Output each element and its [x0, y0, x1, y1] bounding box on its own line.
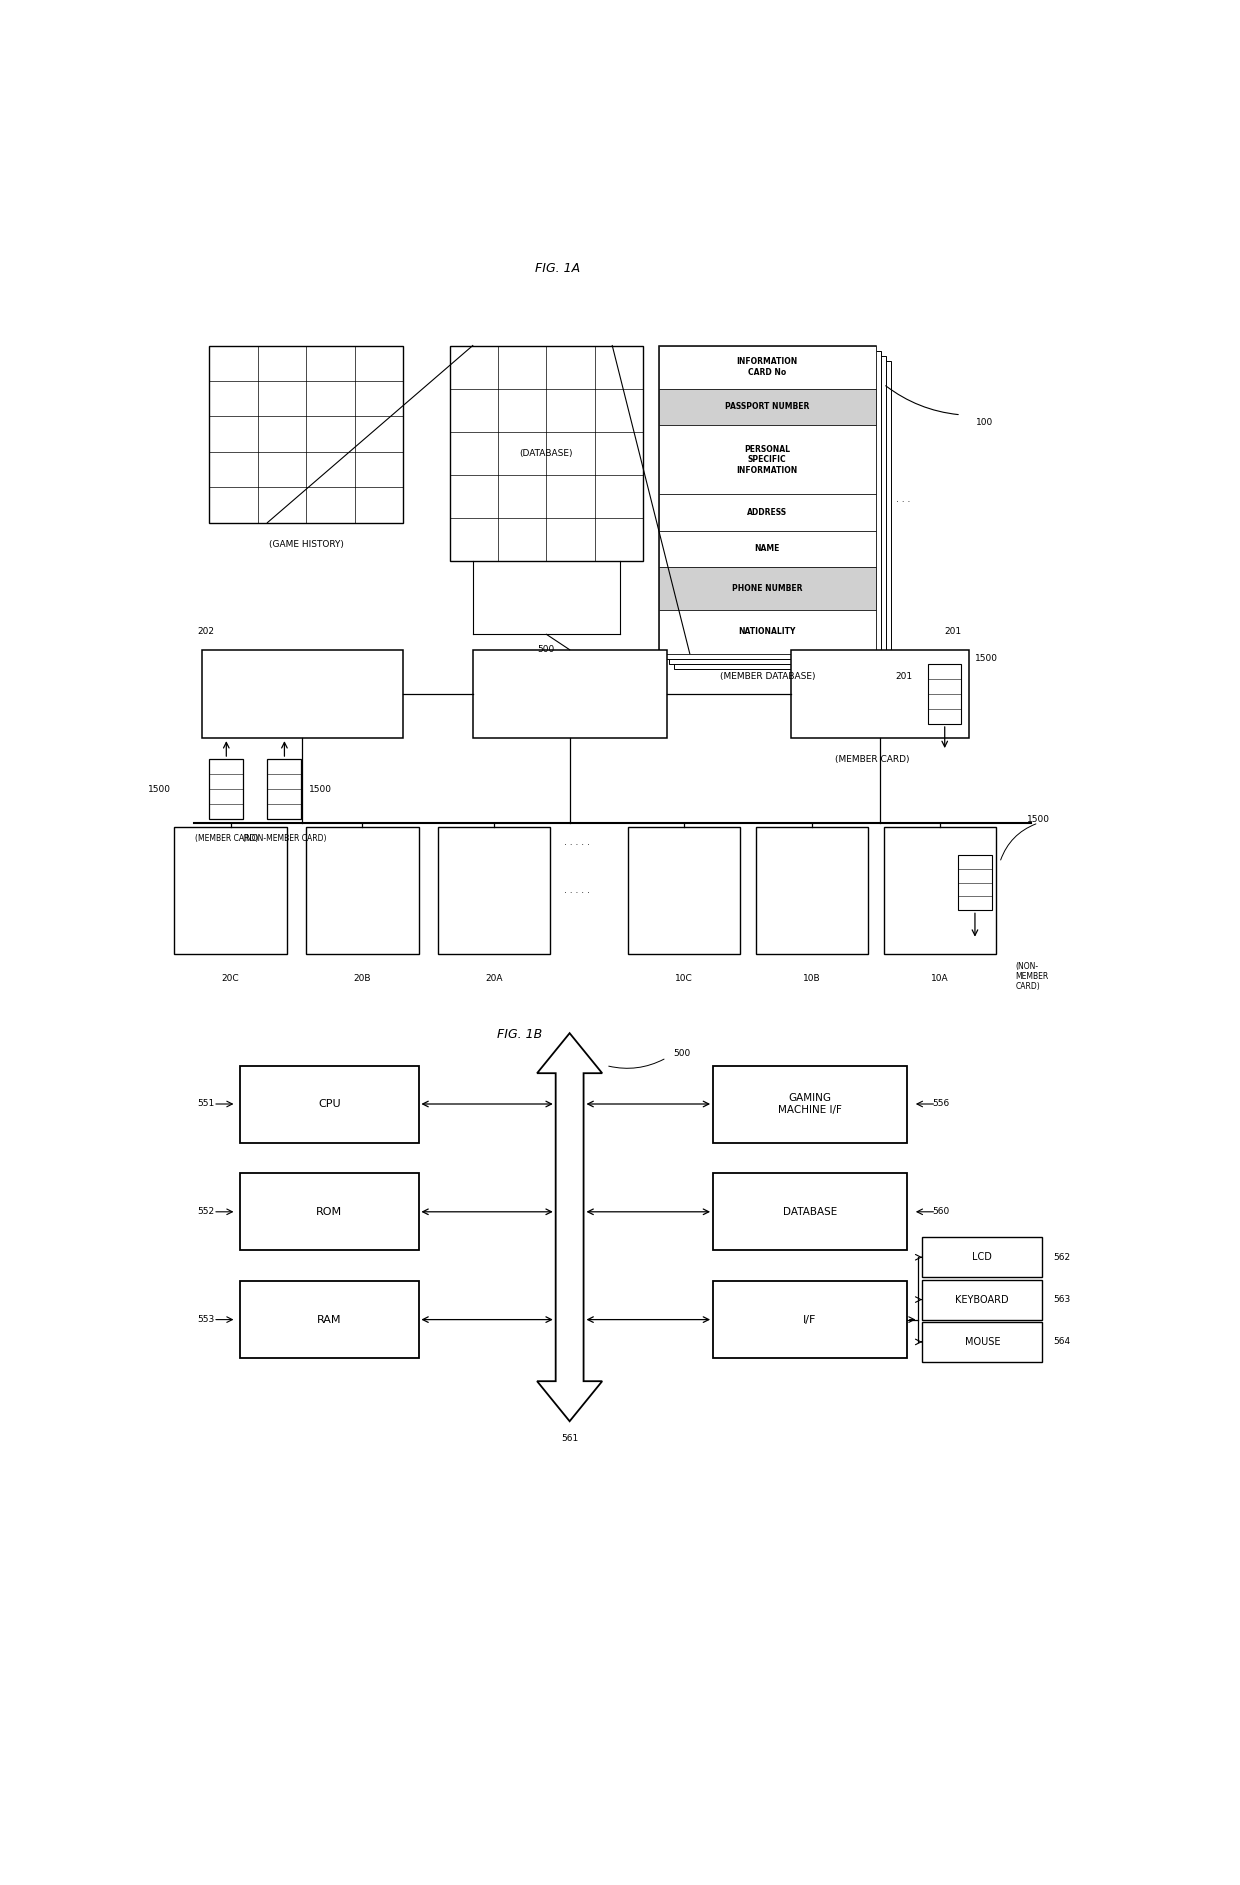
Text: FIG. 1B: FIG. 1B: [497, 1027, 542, 1041]
Bar: [658, 426, 875, 494]
Text: 20C: 20C: [222, 975, 239, 982]
Text: GAMING
MACHINE I/F: GAMING MACHINE I/F: [777, 1093, 842, 1114]
Text: FIG. 1A: FIG. 1A: [536, 262, 580, 275]
Text: 20B: 20B: [353, 975, 371, 982]
Text: 1500: 1500: [1027, 814, 1050, 824]
Text: 556: 556: [932, 1099, 950, 1108]
Text: 551: 551: [197, 1099, 215, 1108]
Bar: [713, 1172, 906, 1250]
Text: . . .: . . .: [895, 496, 910, 503]
Bar: [923, 1237, 1043, 1278]
Text: 562: 562: [1053, 1254, 1070, 1261]
Bar: [957, 856, 992, 910]
Bar: [241, 1172, 419, 1250]
Text: 202: 202: [197, 628, 215, 635]
Text: . . . . .: . . . . .: [564, 837, 590, 846]
Polygon shape: [537, 1033, 603, 1421]
Bar: [658, 532, 875, 567]
Text: 10A: 10A: [931, 975, 949, 982]
Bar: [713, 1065, 906, 1142]
Text: 563: 563: [1053, 1295, 1070, 1304]
Text: RAM: RAM: [317, 1314, 342, 1325]
Bar: [210, 760, 243, 820]
Text: 100: 100: [976, 418, 993, 428]
Text: NAME: NAME: [755, 545, 780, 554]
Text: 1500: 1500: [309, 784, 332, 794]
Text: . . . . .: . . . . .: [564, 886, 590, 895]
Text: (GAME HISTORY): (GAME HISTORY): [269, 539, 343, 549]
Bar: [658, 567, 875, 611]
Bar: [472, 650, 667, 739]
Text: ROM: ROM: [316, 1206, 342, 1218]
Text: MOUSE: MOUSE: [965, 1336, 1001, 1348]
Bar: [627, 828, 740, 954]
Text: PASSPORT NUMBER: PASSPORT NUMBER: [725, 403, 810, 411]
Text: LCD: LCD: [972, 1252, 992, 1263]
Bar: [658, 611, 875, 654]
Text: 10C: 10C: [675, 975, 693, 982]
Text: 10B: 10B: [804, 975, 821, 982]
Bar: [755, 828, 868, 954]
Text: 500: 500: [673, 1050, 691, 1059]
Text: NATIONALITY: NATIONALITY: [739, 628, 796, 637]
Text: 561: 561: [560, 1434, 578, 1442]
Bar: [241, 1065, 419, 1142]
Bar: [658, 345, 875, 388]
Bar: [210, 345, 403, 522]
Text: PERSONAL
SPECIFIC
INFORMATION: PERSONAL SPECIFIC INFORMATION: [737, 445, 797, 475]
Text: 201: 201: [944, 628, 961, 635]
Text: 201: 201: [895, 673, 913, 680]
Text: 552: 552: [197, 1206, 215, 1216]
Text: PHONE NUMBER: PHONE NUMBER: [732, 584, 802, 594]
Bar: [668, 356, 885, 664]
Text: 1500: 1500: [148, 784, 171, 794]
Bar: [883, 828, 996, 954]
Text: (NON-
MEMBER
CARD): (NON- MEMBER CARD): [1016, 961, 1049, 992]
Bar: [658, 494, 875, 532]
Bar: [675, 360, 892, 669]
Bar: [929, 664, 961, 724]
Text: INFORMATION
CARD No: INFORMATION CARD No: [737, 358, 797, 377]
Text: 500: 500: [538, 645, 556, 654]
Text: CPU: CPU: [319, 1099, 341, 1108]
Text: (DATABASE): (DATABASE): [520, 449, 573, 458]
Bar: [658, 388, 875, 426]
Text: 564: 564: [1053, 1338, 1070, 1346]
Text: DATABASE: DATABASE: [782, 1206, 837, 1218]
Bar: [201, 650, 403, 739]
Bar: [306, 828, 419, 954]
Bar: [438, 828, 551, 954]
Bar: [923, 1280, 1043, 1320]
Bar: [923, 1321, 1043, 1363]
Text: (MEMBER CARD): (MEMBER CARD): [195, 833, 258, 843]
Bar: [658, 345, 875, 654]
Text: 1500: 1500: [975, 654, 998, 662]
Text: (MEMBER DATABASE): (MEMBER DATABASE): [719, 673, 815, 680]
Bar: [268, 760, 301, 820]
Bar: [665, 351, 882, 660]
Text: KEYBOARD: KEYBOARD: [956, 1295, 1009, 1304]
Bar: [449, 345, 644, 562]
Bar: [241, 1282, 419, 1357]
Text: (MEMBER CARD): (MEMBER CARD): [835, 756, 909, 763]
Text: I/F: I/F: [804, 1314, 817, 1325]
Text: 553: 553: [197, 1316, 215, 1323]
Text: 560: 560: [932, 1206, 950, 1216]
Text: (NON-MEMBER CARD): (NON-MEMBER CARD): [243, 833, 326, 843]
Text: 20A: 20A: [485, 975, 502, 982]
Bar: [713, 1282, 906, 1357]
Bar: [175, 828, 286, 954]
Bar: [791, 650, 968, 739]
Text: ADDRESS: ADDRESS: [748, 509, 787, 516]
